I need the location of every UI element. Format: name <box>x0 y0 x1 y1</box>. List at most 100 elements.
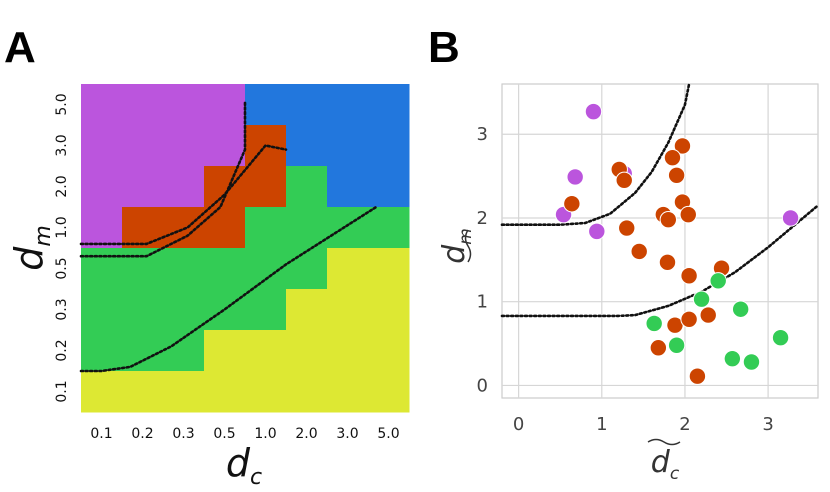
heatmap-cell-7-5 <box>286 371 328 413</box>
scatter-points <box>554 102 800 385</box>
heatmap-cell-1-7 <box>368 125 410 167</box>
scatter-x-tick: 0 <box>513 414 524 435</box>
heatmap-cell-3-6 <box>327 207 369 249</box>
heatmap-cell-7-7 <box>368 371 410 413</box>
heatmap-x-tick: 0.2 <box>131 426 153 442</box>
scatter-point-red <box>688 367 707 385</box>
scatter-point-red <box>658 253 677 272</box>
heatmap-y-tick: 3.0 <box>54 134 70 156</box>
heatmap-cell-2-2 <box>163 166 205 208</box>
heatmap-cell-3-7 <box>368 207 410 249</box>
heatmap-cell-5-5 <box>286 289 328 331</box>
scatter-x-label: dc <box>651 445 680 484</box>
scatter-y-tick: 2 <box>477 208 488 229</box>
heatmap-cell-6-4 <box>245 330 287 372</box>
heatmap-cell-6-7 <box>368 330 410 372</box>
heatmap-boundary-curves <box>79 99 378 373</box>
heatmap-cell-1-5 <box>286 125 328 167</box>
scatter-point-green <box>645 314 663 333</box>
heatmap-cell-1-1 <box>122 125 164 167</box>
heatmap-cell-6-3 <box>204 330 246 372</box>
threshold-curve-0 <box>500 82 691 226</box>
heatmap-cell-2-4 <box>245 166 287 208</box>
heatmap-y-tick: 0.5 <box>54 257 70 279</box>
scatter-y-tick: 1 <box>477 292 488 313</box>
scatter-point-green <box>667 336 686 354</box>
scatter-point-green <box>742 353 761 371</box>
scatter-point-green <box>709 272 727 290</box>
heatmap-cell-7-6 <box>327 371 369 413</box>
heatmap-cell-4-1 <box>122 248 164 290</box>
scatter-point-green <box>771 329 790 347</box>
scatter-point-red <box>659 210 678 229</box>
heatmap-x-tick: 5.0 <box>377 426 399 442</box>
heatmap-y-label: dm <box>7 225 56 271</box>
heatmap-cell-7-1 <box>122 371 164 413</box>
heatmap-y-tick: 0.1 <box>54 380 70 402</box>
heatmap-cell-0-4 <box>245 84 287 126</box>
heatmap-cell-4-3 <box>204 248 246 290</box>
heatmap-cell-0-1 <box>122 84 164 126</box>
boundary-curve-0 <box>79 99 247 258</box>
heatmap-cell-7-4 <box>245 371 287 413</box>
heatmap-cell-0-6 <box>327 84 369 126</box>
heatmap-cell-2-5 <box>286 166 328 208</box>
heatmap-cell-4-4 <box>245 248 287 290</box>
heatmap-cell-4-7 <box>368 248 410 290</box>
scatter-y-ticks: 0 1 2 3 <box>477 124 488 396</box>
heatmap-cell-4-0 <box>81 248 123 290</box>
heatmap-cell-3-3 <box>204 207 246 249</box>
boundary-curve-1 <box>79 144 288 246</box>
heatmap-cell-0-2 <box>163 84 205 126</box>
heatmap-cell-4-6 <box>327 248 369 290</box>
scatter-point-red <box>667 166 686 184</box>
threshold-curve-1 <box>500 204 820 318</box>
scatter-x-ticks: 0 1 2 3 <box>513 414 774 435</box>
heatmap-cell-0-0 <box>81 84 123 126</box>
scatter-point-red <box>649 339 668 357</box>
heatmap-y-ticks: 0.1 0.2 0.3 0.5 1.0 2.0 3.0 5.0 <box>54 93 70 402</box>
scatter-point-red <box>699 306 717 324</box>
heatmap-cell-5-7 <box>368 289 410 331</box>
heatmap-cell-6-5 <box>286 330 328 372</box>
scatter-point-red <box>680 267 698 285</box>
scatter-point-purple <box>781 209 800 227</box>
scatter-point-red <box>615 171 633 189</box>
scatter-point-red <box>673 137 692 155</box>
heatmap-cell-1-2 <box>163 125 205 167</box>
scatter-x-tick: 3 <box>762 414 773 435</box>
heatmap-cell-6-1 <box>122 330 164 372</box>
heatmap-cell-2-0 <box>81 166 123 208</box>
scatter-point-green <box>723 349 742 368</box>
scatter-point-green <box>731 300 750 318</box>
scatter-threshold-curves <box>500 82 820 318</box>
heatmap-cell-3-0 <box>81 207 123 249</box>
scatter-y-tick: 3 <box>477 124 488 145</box>
heatmap-x-ticks: 0.1 0.2 0.3 0.5 1.0 2.0 3.0 5.0 <box>90 426 399 442</box>
scatter-y-label-tilde <box>464 229 472 263</box>
heatmap-cell-0-3 <box>204 84 246 126</box>
boundary-curve-2 <box>79 205 378 373</box>
heatmap-cell-6-6 <box>327 330 369 372</box>
heatmap-cell-5-6 <box>327 289 369 331</box>
heatmap-cell-1-0 <box>81 125 123 167</box>
scatter-point-purple <box>588 222 606 241</box>
heatmap-x-label: dc <box>226 441 262 490</box>
scatter-x-tick: 1 <box>596 414 607 435</box>
heatmap-cell-6-0 <box>81 330 123 372</box>
heatmap-cell-7-3 <box>204 371 246 413</box>
scatter-point-red <box>563 195 581 213</box>
heatmap-x-tick: 0.5 <box>213 426 235 442</box>
heatmap-cell-3-4 <box>245 207 287 249</box>
scatter-point-red <box>679 205 697 224</box>
heatmap-cell-1-3 <box>204 125 246 167</box>
heatmap-cells <box>81 84 410 413</box>
scatter-point-red <box>680 310 698 328</box>
heatmap-cell-4-5 <box>286 248 328 290</box>
heatmap-cell-2-7 <box>368 166 410 208</box>
heatmap-x-tick: 0.3 <box>172 426 194 442</box>
heatmap-cell-2-6 <box>327 166 369 208</box>
heatmap-cell-2-3 <box>204 166 246 208</box>
scatter-x-label-tilde <box>647 438 681 446</box>
